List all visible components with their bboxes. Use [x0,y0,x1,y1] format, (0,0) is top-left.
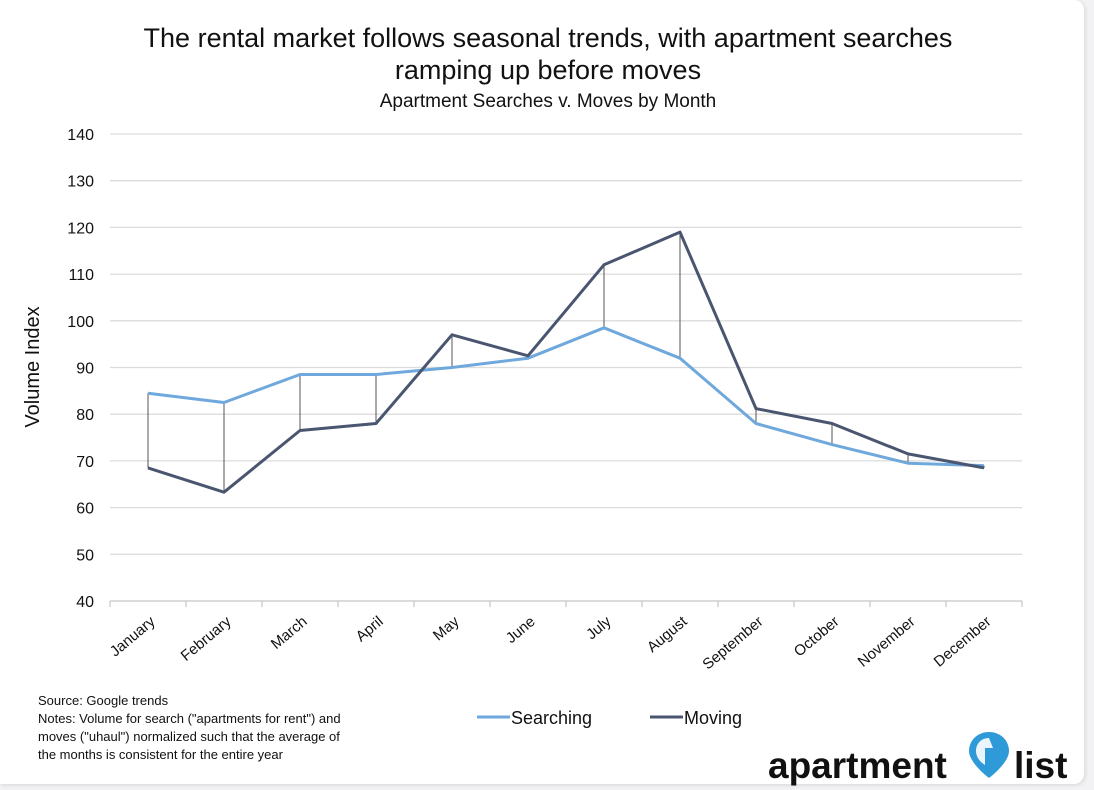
map-pin-icon [969,732,1009,778]
y-tick-label: 100 [67,314,94,331]
chart-subtitle: Apartment Searches v. Moves by Month [380,91,717,112]
logo-word-apartment: apartment [768,745,947,786]
logo-word-list: list [1014,745,1067,786]
x-tick-label: June [503,613,539,647]
y-tick-label: 130 [67,174,94,191]
legend-label-searching: Searching [511,708,592,728]
chart-title-line-1: The rental market follows seasonal trend… [144,23,953,53]
x-tick-label: February [178,613,235,665]
apartment-list-logo: apartment list [768,732,1067,786]
x-tick-label: March [268,613,311,653]
x-tick-label: July [583,613,615,643]
chart-notes: Source: Google trends Notes: Volume for … [38,693,341,762]
notes-line-3: the months is consistent for the entire … [38,747,284,762]
difference-lines [147,232,985,493]
x-axis: January February March April May June July Augu… [107,600,1023,673]
y-tick-label: 60 [76,501,94,518]
x-tick-label: October [791,613,843,660]
y-tick-label: 50 [76,547,94,564]
series-line-searching [147,326,985,468]
y-tick-label: 140 [67,127,94,144]
x-tick-label: December [931,613,995,671]
x-tick-label: August [644,613,691,657]
y-tick-label: 70 [76,454,94,471]
notes-line-2: moves ("uhaul") normalized such that the… [38,729,340,744]
x-tick-label: April [353,613,387,645]
x-tick-label: November [855,613,919,671]
y-tick-label: 110 [68,267,94,284]
y-tick-label: 40 [76,594,94,611]
source-note: Source: Google trends [38,693,169,708]
y-axis-label: Volume Index [22,306,44,427]
legend: Searching Moving [477,708,742,728]
notes-line-1: Notes: Volume for search ("apartments fo… [38,711,341,726]
y-tick-label: 120 [67,220,94,237]
y-tick-label: 80 [76,407,94,424]
y-axis-ticks: 40 50 60 70 80 90 100 110 120 130 140 [67,127,94,611]
legend-label-moving: Moving [684,708,742,728]
x-tick-label: May [430,613,463,645]
x-tick-label: January [107,613,159,661]
chart-title-line-2: ramping up before moves [395,55,701,85]
series-lines [147,230,985,494]
y-tick-label: 90 [76,361,94,378]
x-tick-label: September [699,613,766,673]
series-line-moving [147,230,985,494]
